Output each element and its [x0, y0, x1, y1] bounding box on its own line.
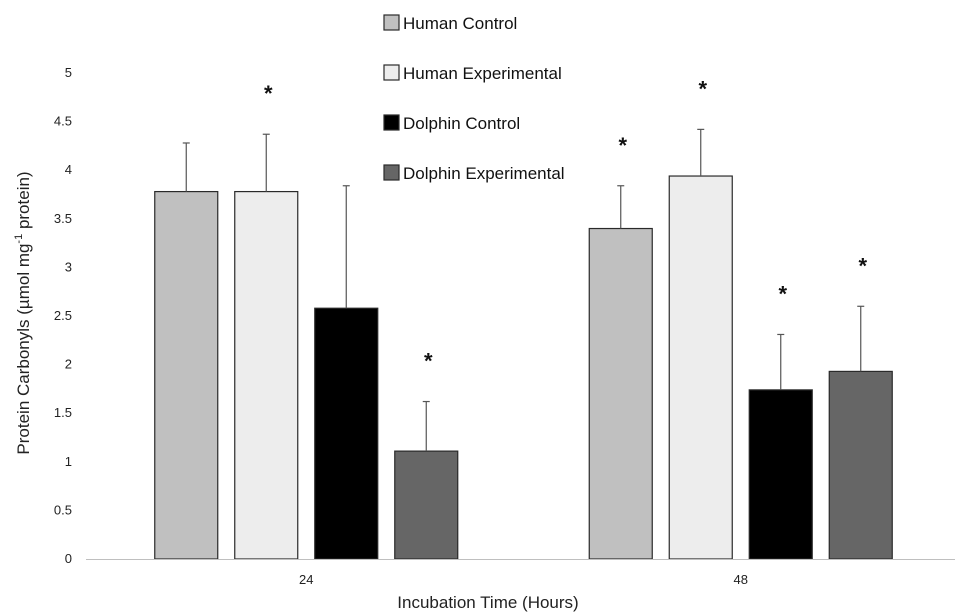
significance-marker: * — [698, 76, 707, 101]
y-axis-title: Protein Carbonyls (µmol mg-1 protein) — [13, 171, 33, 454]
bar — [668, 175, 733, 560]
significance-marker: * — [264, 81, 273, 106]
y-tick-label: 2 — [65, 357, 72, 372]
significance-marker: * — [778, 281, 787, 306]
legend-swatch — [383, 14, 400, 31]
bar — [234, 190, 299, 560]
y-axis-title-tail: protein) — [14, 171, 33, 233]
legend-label: Human Control — [403, 14, 517, 33]
significance-marker: * — [424, 349, 433, 374]
legend-label: Human Experimental — [403, 64, 562, 83]
legend-label: Dolphin Control — [403, 114, 520, 133]
legend-label: Dolphin Experimental — [403, 164, 565, 183]
y-tick-label: 2.5 — [54, 308, 72, 323]
y-axis-title-main: Protein Carbonyls (µmol mg — [14, 244, 33, 455]
bar — [314, 307, 379, 560]
y-tick-label: 4.5 — [54, 114, 72, 129]
legend-swatch — [383, 164, 400, 181]
legend: Human Control Human Experimental Dolphin C… — [383, 14, 565, 183]
legend-swatch — [383, 114, 400, 131]
bar — [588, 227, 653, 560]
y-tick-label: 1.5 — [54, 405, 72, 420]
y-tick-label: 4 — [65, 162, 72, 177]
legend-swatch — [383, 64, 400, 81]
significance-marker: * — [618, 133, 627, 158]
significance-marker: * — [858, 253, 867, 278]
y-tick-label: 0.5 — [54, 502, 72, 517]
y-axis-title-superscript: -1 — [13, 234, 25, 244]
bar — [828, 370, 893, 560]
bar — [748, 389, 813, 560]
y-tick-label: 5 — [65, 65, 72, 80]
y-tick-label: 3.5 — [54, 211, 72, 226]
bar — [394, 450, 459, 560]
bars-layer: * * * * * * — [154, 76, 893, 560]
x-tick-label: 48 — [734, 572, 748, 587]
bar — [154, 190, 219, 560]
axes-layer: 0 0.5 1 1.5 2 2.5 3 3.5 4 4.5 5 24 48 — [54, 65, 955, 587]
y-tick-label: 0 — [65, 551, 72, 566]
x-tick-label: 24 — [299, 572, 313, 587]
y-tick-label: 3 — [65, 259, 72, 274]
x-axis-title: Incubation Time (Hours) — [397, 593, 578, 612]
y-tick-label: 1 — [65, 454, 72, 469]
